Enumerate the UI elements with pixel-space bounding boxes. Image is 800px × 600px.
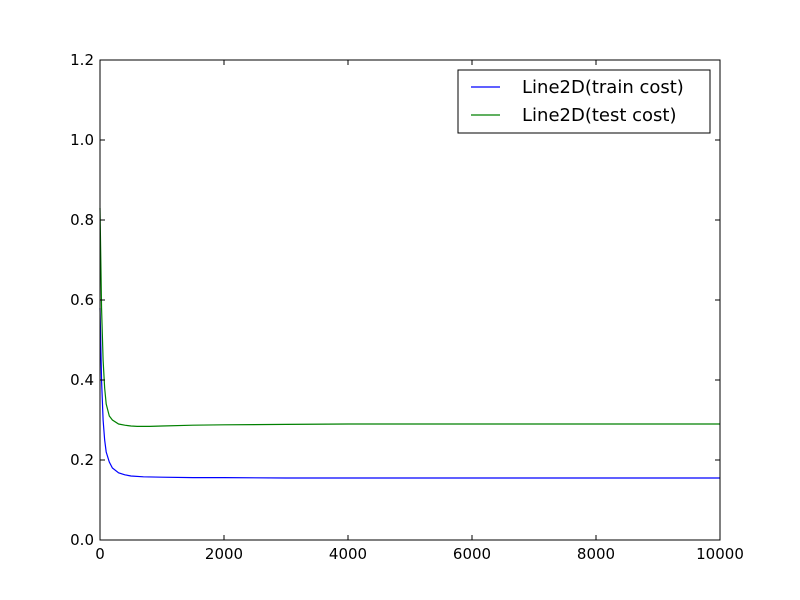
y-tick-label: 0.8 bbox=[70, 211, 94, 229]
x-tick-label: 10000 bbox=[696, 545, 744, 563]
ticks-layer: 0 2000 4000 6000 8000 10000 0.0 0.2 0.4 0.6 0.8 1.0… bbox=[70, 51, 744, 563]
legend: Line2D(train cost) Line2D(test cost) bbox=[457, 69, 711, 134]
legend-label-1: Line2D(test cost) bbox=[522, 105, 677, 126]
x-tick-label: 8000 bbox=[577, 545, 615, 563]
x-tick-label: 0 bbox=[95, 545, 105, 563]
y-tick-label: 0.0 bbox=[70, 531, 94, 549]
y-tick-label: 0.2 bbox=[70, 451, 94, 469]
x-tick-label: 6000 bbox=[453, 545, 491, 563]
series-line-1 bbox=[99, 207, 720, 427]
y-tick-label: 0.4 bbox=[70, 371, 94, 389]
series-layer bbox=[99, 207, 720, 479]
y-tick-label: 1.2 bbox=[70, 51, 94, 69]
x-tick-label: 4000 bbox=[329, 545, 367, 563]
y-tick-label: 0.6 bbox=[70, 291, 94, 309]
series-line-0 bbox=[99, 307, 720, 479]
legend-label-0: Line2D(train cost) bbox=[522, 77, 684, 98]
y-tick-label: 1.0 bbox=[70, 131, 94, 149]
x-tick-label: 2000 bbox=[205, 545, 243, 563]
legend-box bbox=[457, 69, 711, 134]
